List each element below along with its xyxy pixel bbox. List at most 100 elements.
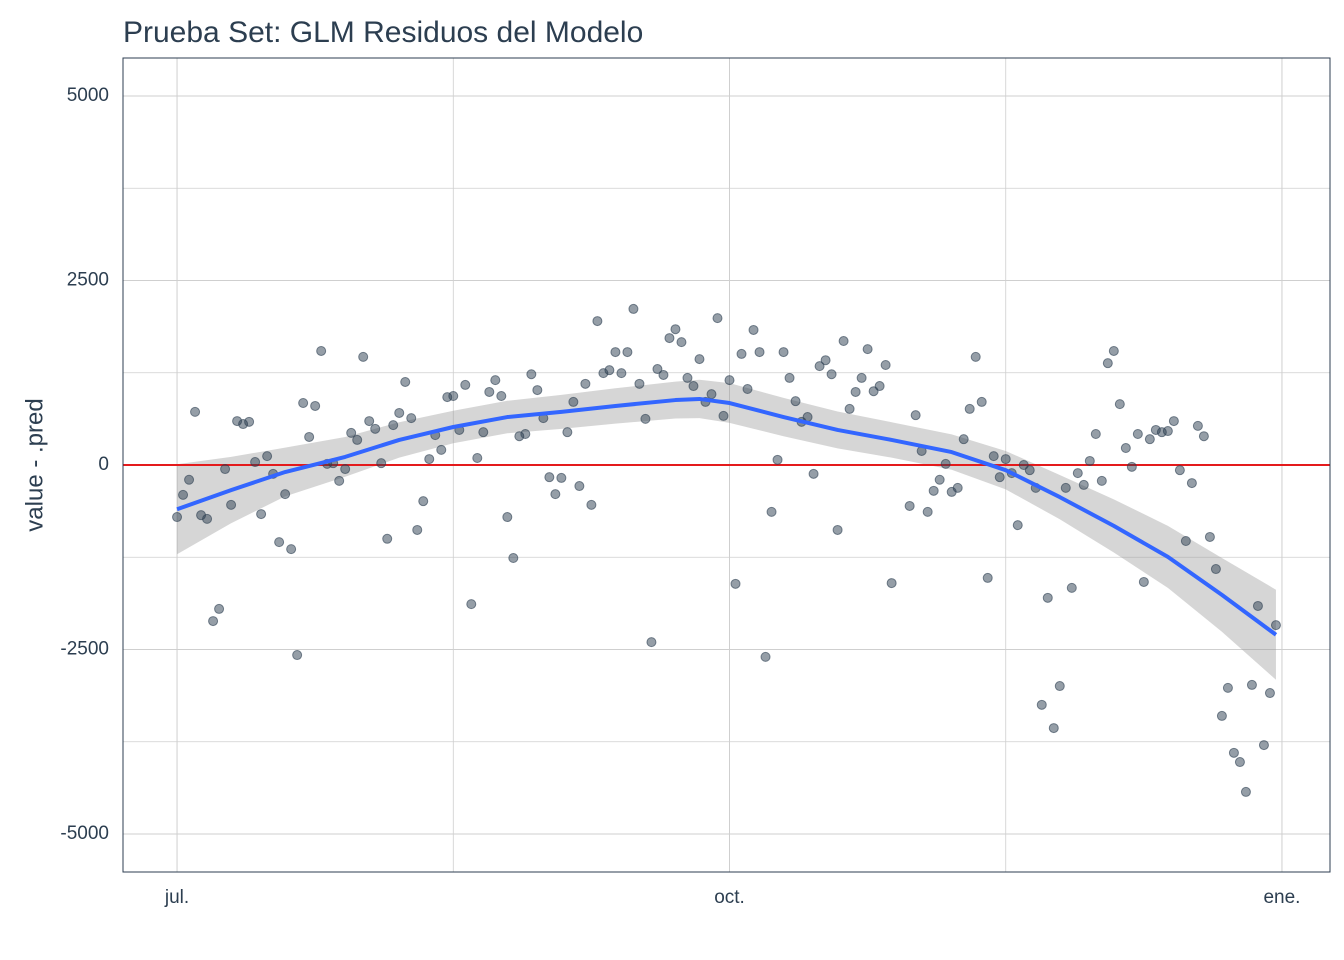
point <box>982 572 993 583</box>
point <box>850 386 861 397</box>
point <box>676 337 687 348</box>
point <box>1078 479 1089 490</box>
point <box>1240 786 1251 797</box>
point <box>1258 740 1269 751</box>
point <box>1108 345 1119 356</box>
point <box>688 381 699 392</box>
point <box>208 616 219 627</box>
point <box>172 512 183 523</box>
point <box>1234 757 1245 768</box>
point <box>1222 682 1233 693</box>
point <box>304 431 315 442</box>
point <box>1096 475 1107 486</box>
point <box>1192 420 1203 431</box>
point <box>1066 582 1077 593</box>
point <box>580 378 591 389</box>
point <box>628 303 639 314</box>
point <box>394 407 405 418</box>
point <box>1084 455 1095 466</box>
point <box>496 390 507 401</box>
point <box>1144 434 1155 445</box>
point <box>472 452 483 463</box>
point <box>862 344 873 355</box>
point <box>724 375 735 386</box>
point <box>310 400 321 411</box>
point <box>778 347 789 358</box>
point <box>664 333 675 344</box>
point <box>550 489 561 500</box>
point <box>646 637 657 648</box>
point <box>838 336 849 347</box>
point <box>412 524 423 535</box>
point <box>670 324 681 335</box>
point <box>478 427 489 438</box>
point <box>652 364 663 375</box>
point <box>886 578 897 589</box>
point <box>1228 747 1239 758</box>
point <box>298 398 309 409</box>
point <box>712 313 723 324</box>
point <box>502 512 513 523</box>
point <box>976 396 987 407</box>
point <box>994 472 1005 483</box>
point <box>508 552 519 563</box>
chart-title: Prueba Set: GLM Residuos del Modelo <box>123 16 643 49</box>
point <box>562 427 573 438</box>
point <box>760 651 771 662</box>
point <box>934 474 945 485</box>
point <box>292 650 303 661</box>
point <box>754 347 765 358</box>
point <box>466 599 477 610</box>
point <box>658 369 669 380</box>
point <box>910 410 921 421</box>
point <box>1168 416 1179 427</box>
point <box>334 475 345 486</box>
point <box>820 355 831 366</box>
point <box>1132 429 1143 440</box>
point <box>346 427 357 438</box>
point <box>616 368 627 379</box>
point <box>604 365 615 376</box>
point <box>922 506 933 517</box>
point <box>1180 536 1191 547</box>
point <box>1114 399 1125 410</box>
smooth-line <box>176 396 1278 637</box>
point <box>262 451 273 462</box>
point <box>274 537 285 548</box>
point <box>622 347 633 358</box>
confidence-band <box>177 379 1276 680</box>
point <box>448 390 459 401</box>
point <box>940 458 951 469</box>
point <box>424 454 435 465</box>
point <box>1216 710 1227 721</box>
point <box>1060 482 1071 493</box>
point <box>592 316 603 327</box>
point <box>586 499 597 510</box>
point <box>382 533 393 544</box>
point <box>1126 461 1137 472</box>
point <box>214 603 225 614</box>
point <box>748 324 759 335</box>
point <box>460 379 471 390</box>
point <box>352 434 363 445</box>
point <box>844 403 855 414</box>
point <box>1024 465 1035 476</box>
point <box>556 472 567 483</box>
point <box>742 383 753 394</box>
point <box>286 544 297 555</box>
point <box>1186 478 1197 489</box>
point <box>706 389 717 400</box>
point <box>964 403 975 414</box>
point <box>436 444 447 455</box>
point <box>718 410 729 421</box>
point <box>1054 681 1065 692</box>
y-tick-label: -5000 <box>60 823 109 844</box>
point <box>1072 468 1083 479</box>
point <box>1102 358 1113 369</box>
point <box>826 369 837 380</box>
point <box>244 416 255 427</box>
point <box>190 406 201 417</box>
point <box>814 361 825 372</box>
